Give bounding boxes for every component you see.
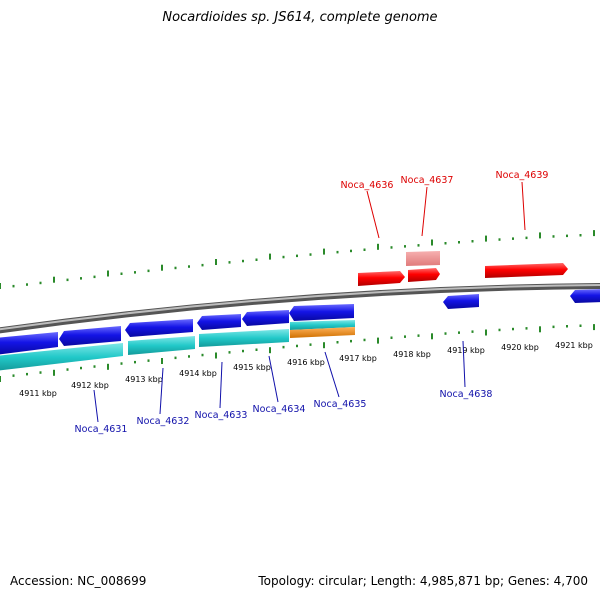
reverse-gene-labels: Noca_4631 Noca_4632 Noca_4633 Noca_4634 …: [75, 340, 493, 435]
forward-gene-labels: Noca_4636 Noca_4637 Noca_4639: [341, 170, 549, 239]
accession-text: Accession: NC_008699: [10, 574, 147, 588]
forward-strand-genes: [358, 251, 568, 286]
tick-label: 4917 kbp: [339, 354, 377, 363]
gene-arrow[interactable]: [0, 332, 58, 355]
gene-arrow[interactable]: [289, 304, 354, 321]
gene-arrow[interactable]: [59, 326, 121, 346]
tick-label: 4915 kbp: [233, 363, 271, 372]
tick-label: 4912 kbp: [71, 381, 109, 390]
feature-block[interactable]: [290, 327, 355, 338]
leader-line: [219, 361, 223, 409]
gene-arrow[interactable]: [485, 263, 568, 278]
inner-tick-ring: [0, 324, 595, 382]
tick-label: 4919 kbp: [447, 346, 485, 355]
leader-line: [268, 355, 279, 403]
gene-arrow[interactable]: [242, 310, 289, 326]
gene-arrow[interactable]: [570, 289, 600, 303]
leader-line: [366, 190, 380, 239]
gene-arrow[interactable]: [125, 319, 193, 337]
genome-backbone: [0, 283, 600, 334]
gene-label-forward[interactable]: Noca_4639: [496, 170, 549, 181]
gene-arrow[interactable]: [408, 268, 440, 282]
tick-label: 4920 kbp: [501, 343, 539, 352]
tick-label: 4921 kbp: [555, 341, 593, 350]
tick-label: 4916 kbp: [287, 358, 325, 367]
axis-tick-labels: 4911 kbp 4912 kbp 4913 kbp 4914 kbp 4915…: [19, 341, 593, 398]
gene-arrow[interactable]: [443, 294, 479, 309]
reverse-strand-genes: [0, 289, 600, 355]
tick-label: 4914 kbp: [179, 369, 217, 378]
gene-arrow-faded[interactable]: [406, 251, 440, 266]
gene-label-reverse[interactable]: Noca_4631: [75, 424, 128, 435]
feature-block[interactable]: [290, 320, 355, 330]
genome-backbone-highlight: [0, 284, 600, 331]
leader-line: [93, 389, 99, 423]
gene-label-reverse[interactable]: Noca_4634: [253, 404, 306, 415]
feature-block[interactable]: [128, 336, 195, 355]
gene-label-reverse[interactable]: Noca_4635: [314, 399, 367, 410]
feature-block[interactable]: [0, 343, 123, 371]
tick-label: 4918 kbp: [393, 350, 431, 359]
feature-block[interactable]: [199, 329, 289, 347]
leader-line: [521, 181, 526, 231]
outer-tick-ring: [0, 230, 595, 289]
tick-label: 4911 kbp: [19, 389, 57, 398]
feature-track: [0, 320, 355, 371]
gene-label-forward[interactable]: Noca_4636: [341, 180, 394, 191]
gene-arrow[interactable]: [197, 314, 241, 330]
leader-line: [421, 186, 428, 237]
gene-label-forward[interactable]: Noca_4637: [401, 175, 454, 186]
gene-label-reverse[interactable]: Noca_4632: [137, 416, 190, 427]
map-title: Nocardioides sp. JS614, complete genome: [162, 10, 438, 25]
leader-line: [324, 351, 340, 398]
leader-line: [159, 367, 164, 415]
gene-arrow[interactable]: [358, 271, 405, 286]
leader-line: [462, 340, 466, 388]
topology-summary: Topology: circular; Length: 4,985,871 bp…: [258, 574, 588, 588]
gene-label-reverse[interactable]: Noca_4633: [195, 410, 248, 421]
tick-label: 4913 kbp: [125, 375, 163, 384]
gene-label-reverse[interactable]: Noca_4638: [440, 389, 493, 400]
